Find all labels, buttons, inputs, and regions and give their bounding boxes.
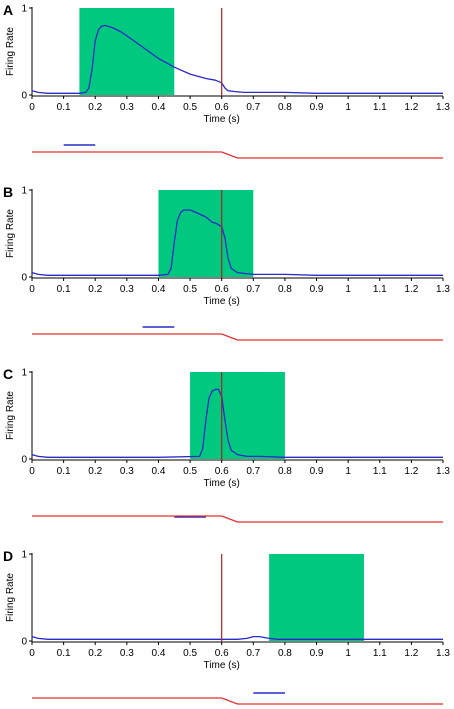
panel-b-xtick-label: 1.1: [373, 284, 387, 295]
panel-d-ytick-label: 0: [21, 637, 27, 648]
panel-a-xtick-label: 0.5: [183, 102, 197, 113]
panel-a-xtick-label: 1: [345, 102, 351, 113]
panel-d-xtick-label: 0.9: [310, 648, 324, 659]
panel-b-x-axis-title: Time (s): [204, 296, 240, 307]
panel-c-xtick-label: 0.9: [310, 466, 324, 477]
panel-d-stimulus-trace: [32, 697, 443, 705]
panel-c-xtick-label: 0.7: [246, 466, 260, 477]
panel-c-xtick-label: 1.3: [436, 466, 450, 477]
panel-a-xtick-label: 1.1: [373, 102, 387, 113]
panel-c-xtick-label: 0: [29, 466, 35, 477]
panel-d-xtick-label: 0.3: [120, 648, 134, 659]
panel-c-xtick-label: 1.1: [373, 466, 387, 477]
panel-a-xtick-label: 1.3: [436, 102, 450, 113]
panel-c-x-axis-title: Time (s): [204, 478, 240, 489]
panel-d-x-axis-title: Time (s): [204, 660, 240, 671]
panel-b-xtick-label: 1: [345, 284, 351, 295]
panel-a-ytick-label: 1: [21, 4, 27, 15]
panel-a-xtick-label: 0.6: [215, 102, 229, 113]
panel-d-xtick-label: 0.1: [57, 648, 71, 659]
panel-a-xtick-label: 0.9: [310, 102, 324, 113]
panel-d-xtick-label: 0: [29, 648, 35, 659]
panel-c-letter: C: [3, 366, 13, 382]
panel-a-xtick-label: 0: [29, 102, 35, 113]
panel-b-xtick-label: 0.3: [120, 284, 134, 295]
panel-c-y-axis-title: Firing Rate: [5, 391, 16, 440]
panel-c-ytick-label: 1: [21, 368, 27, 379]
panel-c-ytick-label: 0: [21, 455, 27, 466]
panel-b-xtick-label: 0.4: [152, 284, 166, 295]
panel-d-y-axis-title: Firing Rate: [5, 573, 16, 622]
panel-d-xtick-label: 1.1: [373, 648, 387, 659]
panel-d-xtick-label: 0.5: [183, 648, 197, 659]
panel-b-xtick-label: 0.1: [57, 284, 71, 295]
panel-b-xtick-label: 0.7: [246, 284, 260, 295]
panel-d-xtick-label: 1: [345, 648, 351, 659]
panel-a-x-axis-title: Time (s): [204, 114, 240, 125]
panel-d-ytick-label: 1: [21, 550, 27, 561]
panel-b-xtick-label: 0.9: [310, 284, 324, 295]
panel-c-xtick-label: 0.4: [152, 466, 166, 477]
panel-c-xtick-label: 1.2: [404, 466, 418, 477]
panel-a-xtick-label: 0.2: [88, 102, 102, 113]
panel-a-y-axis-title: Firing Rate: [5, 27, 16, 76]
panel-d-xtick-label: 1.2: [404, 648, 418, 659]
panel-a-ytick-label: 0: [21, 91, 27, 102]
panel-a-xtick-label: 0.8: [278, 102, 292, 113]
panel-b: B 0 1 0 0.1 0.2 0.3 0.4 0.5 0.6 0.7 0.8 0.9 1 1.1 1.2 1.…: [3, 184, 450, 341]
panel-a-stimulus-trace: [32, 151, 443, 159]
panel-b-xtick-label: 0.5: [183, 284, 197, 295]
panel-d-highlight-window: [269, 554, 364, 641]
panel-d-xtick-label: 0.2: [88, 648, 102, 659]
panel-a-xtick-label: 0.3: [120, 102, 134, 113]
panel-a-response-curve: [31, 24, 443, 94]
panel-c-highlight-window: [190, 372, 285, 459]
panel-b-ytick-label: 0: [21, 273, 27, 284]
panel-c-xtick-label: 0.5: [183, 466, 197, 477]
panel-b-xtick-label: 0.6: [215, 284, 229, 295]
panel-a-xtick-label: 1.2: [404, 102, 418, 113]
panel-c-xtick-label: 0.6: [215, 466, 229, 477]
panel-a-highlight-window: [79, 8, 175, 95]
panel-c-xtick-label: 0.1: [57, 466, 71, 477]
panel-b-letter: B: [3, 184, 13, 200]
panel-b-ytick-label: 1: [21, 186, 27, 197]
panel-d-xtick-label: 0.7: [246, 648, 260, 659]
panel-d-xtick-label: 0.8: [278, 648, 292, 659]
panel-d-letter: D: [3, 548, 13, 564]
panel-d-xtick-label: 0.4: [152, 648, 166, 659]
panel-a-xtick-label: 0.7: [246, 102, 260, 113]
panel-c-xtick-label: 1: [345, 466, 351, 477]
panel-b-xtick-label: 0.8: [278, 284, 292, 295]
panel-d-xtick-label: 1.3: [436, 648, 450, 659]
panel-b-xtick-label: 0: [29, 284, 35, 295]
panel-d-xtick-label: 0.6: [215, 648, 229, 659]
panel-c-xtick-label: 0.8: [278, 466, 292, 477]
panel-c-xtick-label: 0.2: [88, 466, 102, 477]
panel-a-xtick-label: 0.4: [152, 102, 166, 113]
panel-b-response-curve: [31, 209, 443, 276]
panel-b-xtick-label: 0.2: [88, 284, 102, 295]
panel-b-y-axis-title: Firing Rate: [5, 209, 16, 258]
panel-b-xtick-label: 1.3: [436, 284, 450, 295]
panel-b-stimulus-trace: [32, 333, 443, 341]
panel-a-letter: A: [3, 2, 13, 18]
panel-d: D 0 1 0 0.1 0.2 0.3 0.4 0.5 0.6 0.7 0.8 0.9 1 1.1 1.2 1.…: [3, 548, 450, 705]
panel-c-xtick-label: 0.3: [120, 466, 134, 477]
panel-a: A 0 1 0 0.1 0.2 0.3 0.4 0.5 0.6 0.7 0.8 0.9 1 1.1 1.2 1.…: [3, 2, 450, 159]
panel-d-response-curve: [31, 635, 443, 640]
panel-b-highlight-window: [158, 190, 254, 277]
panel-c: C 0 1 0 0.1 0.2 0.3 0.4 0.5 0.6 0.7 0.8 0.9 1 1.1 1.2 1.…: [3, 366, 450, 523]
panel-c-stimulus-trace: [32, 515, 443, 523]
panel-a-xtick-label: 0.1: [57, 102, 71, 113]
panel-b-xtick-label: 1.2: [404, 284, 418, 295]
